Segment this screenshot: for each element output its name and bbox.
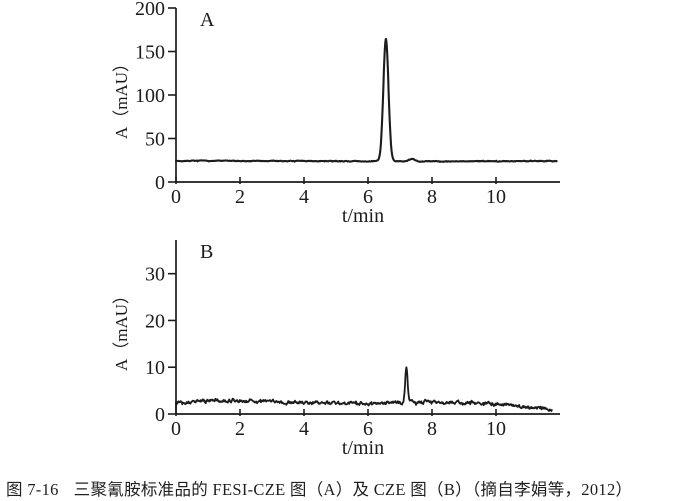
y-axis-label: A（mAU） bbox=[112, 55, 131, 139]
y-tick-label: 50 bbox=[145, 129, 165, 151]
y-tick-label: 20 bbox=[145, 310, 165, 332]
x-tick-label: 4 bbox=[299, 418, 309, 440]
y-tick-label: 0 bbox=[155, 172, 165, 194]
panel-label-A: A bbox=[200, 9, 215, 31]
y-tick-label: 30 bbox=[145, 264, 165, 286]
x-tick-label: 6 bbox=[363, 418, 373, 440]
y-tick-label: 100 bbox=[135, 85, 165, 107]
y-tick-label: 200 bbox=[135, 0, 165, 20]
x-tick-label: 2 bbox=[235, 418, 245, 440]
x-tick-label: 10 bbox=[486, 186, 506, 208]
y-tick-label: 10 bbox=[145, 357, 165, 379]
figure-caption-text: 三聚氰胺标准品的 FESI-CZE 图（A）及 CZE 图（B）（摘自李娟等，2… bbox=[73, 480, 633, 499]
x-tick-label: 6 bbox=[363, 186, 373, 208]
y-tick-label: 150 bbox=[135, 42, 165, 64]
x-tick-label: 8 bbox=[427, 186, 437, 208]
figure-number: 图 7-16 bbox=[6, 480, 59, 499]
axes-B: 0 2 4 6 8 10 0 10 20 30 bbox=[145, 240, 560, 440]
y-tick-label: 0 bbox=[155, 404, 165, 426]
chromatogram-panel-B: 0 2 4 6 8 10 0 10 20 30 t/min A（mAU） B bbox=[112, 240, 560, 459]
figure-caption: 图 7-16 三聚氰胺标准品的 FESI-CZE 图（A）及 CZE 图（B）（… bbox=[6, 476, 678, 500]
signal-trace-A bbox=[174, 37, 558, 163]
x-tick-label: 2 bbox=[235, 186, 245, 208]
panel-label-B: B bbox=[200, 241, 213, 263]
x-tick-label: 0 bbox=[171, 418, 181, 440]
x-axis-label: t/min bbox=[342, 437, 384, 459]
y-axis-label: A（mAU） bbox=[112, 287, 131, 371]
trace-line bbox=[175, 366, 553, 413]
x-tick-label: 8 bbox=[427, 418, 437, 440]
signal-trace-B bbox=[175, 366, 553, 413]
x-tick-label: 10 bbox=[486, 418, 506, 440]
x-tick-label: 4 bbox=[299, 186, 309, 208]
trace-line bbox=[174, 37, 558, 163]
x-axis-label: t/min bbox=[342, 205, 384, 227]
x-tick-label: 0 bbox=[171, 186, 181, 208]
